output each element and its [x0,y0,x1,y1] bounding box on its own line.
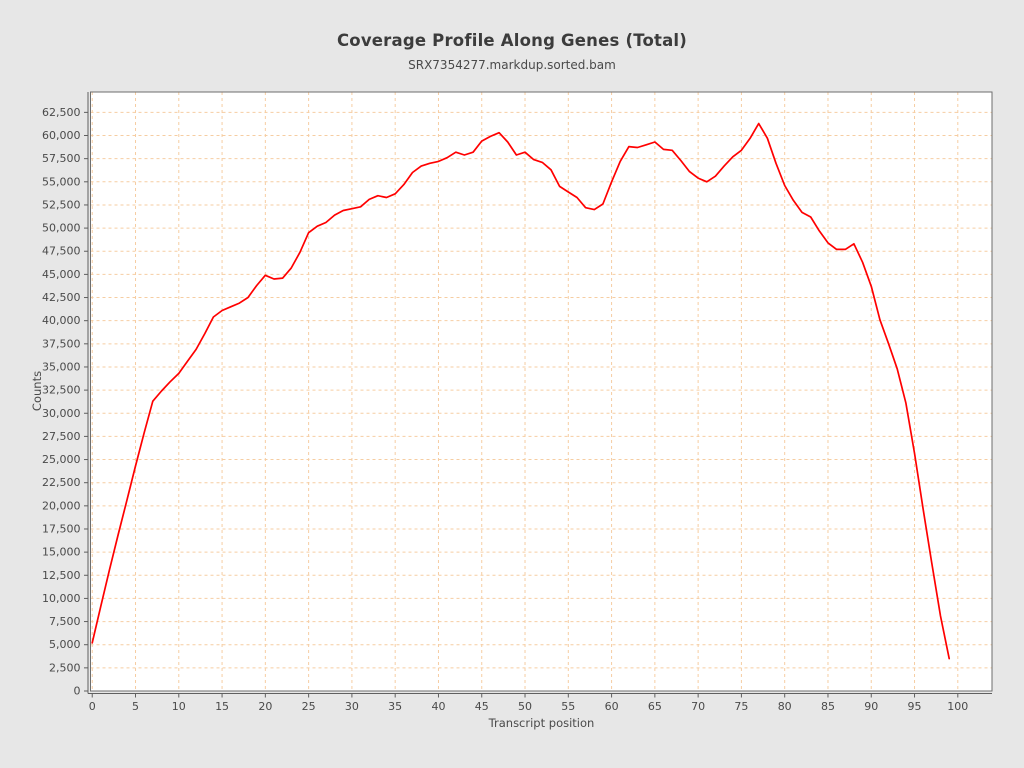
svg-text:100: 100 [947,700,968,713]
svg-text:12,500: 12,500 [42,569,81,582]
svg-text:52,500: 52,500 [42,198,81,211]
svg-text:20: 20 [258,700,272,713]
svg-text:90: 90 [864,700,878,713]
svg-text:2,500: 2,500 [49,661,81,674]
tick-labels: 0 5 10 15 20 25 30 35 40 45 50 55 60 65 70 75 80 85 90 95 10… [42,106,968,713]
axes [84,92,992,698]
svg-text:50,000: 50,000 [42,222,81,235]
svg-text:40,000: 40,000 [42,314,81,327]
svg-text:37,500: 37,500 [42,337,81,350]
svg-text:62,500: 62,500 [42,106,81,119]
svg-text:10,000: 10,000 [42,592,81,605]
svg-text:15,000: 15,000 [42,546,81,559]
svg-text:95: 95 [908,700,922,713]
x-axis-title: Transcript position [488,716,595,730]
svg-text:55,000: 55,000 [42,175,81,188]
svg-text:7,500: 7,500 [49,615,81,628]
svg-text:60,000: 60,000 [42,129,81,142]
svg-text:45,000: 45,000 [42,268,81,281]
svg-text:80: 80 [778,700,792,713]
svg-text:75: 75 [734,700,748,713]
svg-text:15: 15 [215,700,229,713]
svg-text:20,000: 20,000 [42,499,81,512]
svg-text:25,000: 25,000 [42,453,81,466]
svg-text:50: 50 [518,700,532,713]
svg-text:32,500: 32,500 [42,384,81,397]
svg-text:10: 10 [172,700,186,713]
svg-text:85: 85 [821,700,835,713]
svg-text:30: 30 [345,700,359,713]
svg-text:42,500: 42,500 [42,291,81,304]
svg-text:5,000: 5,000 [49,638,81,651]
svg-text:27,500: 27,500 [42,430,81,443]
svg-text:0: 0 [74,685,81,698]
plot-border [90,91,993,692]
plot-area [90,92,992,691]
svg-text:60: 60 [605,700,619,713]
svg-text:30,000: 30,000 [42,407,81,420]
svg-text:55: 55 [561,700,575,713]
chart-title: Coverage Profile Along Genes (Total) [336,31,688,50]
svg-text:35,000: 35,000 [42,360,81,373]
svg-text:47,500: 47,500 [42,245,81,258]
svg-text:0: 0 [89,700,96,713]
coverage-line [91,122,951,660]
svg-text:22,500: 22,500 [42,476,81,489]
svg-text:70: 70 [691,700,705,713]
svg-text:57,500: 57,500 [42,152,81,165]
chart-subtitle: SRX7354277.markdup.sorted.bam [408,58,616,72]
svg-text:45: 45 [475,700,489,713]
svg-text:25: 25 [302,700,316,713]
svg-text:65: 65 [648,700,662,713]
svg-text:17,500: 17,500 [42,522,81,535]
svg-text:5: 5 [132,700,139,713]
svg-text:40: 40 [431,700,445,713]
svg-text:35: 35 [388,700,402,713]
gridlines [90,92,992,692]
